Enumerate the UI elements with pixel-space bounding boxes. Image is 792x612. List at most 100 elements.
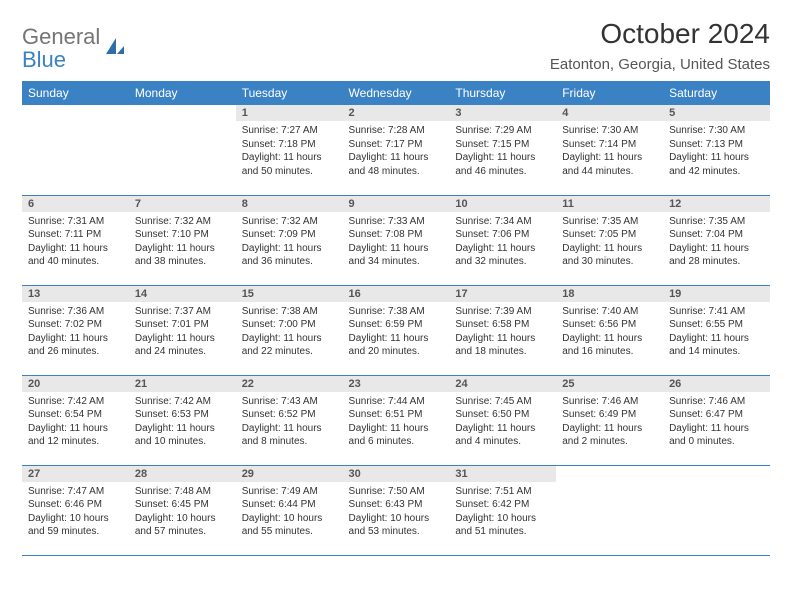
logo-line1: General xyxy=(22,24,100,49)
sunset-text: Sunset: 7:11 PM xyxy=(28,228,123,242)
day-details: Sunrise: 7:37 AMSunset: 7:01 PMDaylight:… xyxy=(129,302,236,365)
calendar: SundayMondayTuesdayWednesdayThursdayFrid… xyxy=(22,81,770,556)
sunrise-text: Sunrise: 7:29 AM xyxy=(455,124,550,138)
sunrise-text: Sunrise: 7:36 AM xyxy=(28,305,123,319)
daylight-text: Daylight: 11 hours xyxy=(242,151,337,165)
sunset-text: Sunset: 7:02 PM xyxy=(28,318,123,332)
sunrise-text: Sunrise: 7:33 AM xyxy=(349,215,444,229)
day-cell-14: 14Sunrise: 7:37 AMSunset: 7:01 PMDayligh… xyxy=(129,285,236,375)
day-details: Sunrise: 7:46 AMSunset: 6:49 PMDaylight:… xyxy=(556,392,663,455)
day-details: Sunrise: 7:30 AMSunset: 7:13 PMDaylight:… xyxy=(663,121,770,184)
sunrise-text: Sunrise: 7:39 AM xyxy=(455,305,550,319)
sunset-text: Sunset: 6:56 PM xyxy=(562,318,657,332)
day-details: Sunrise: 7:43 AMSunset: 6:52 PMDaylight:… xyxy=(236,392,343,455)
sunset-text: Sunset: 7:17 PM xyxy=(349,138,444,152)
day-details: Sunrise: 7:38 AMSunset: 6:59 PMDaylight:… xyxy=(343,302,450,365)
day-cell-22: 22Sunrise: 7:43 AMSunset: 6:52 PMDayligh… xyxy=(236,375,343,465)
day-cell-10: 10Sunrise: 7:34 AMSunset: 7:06 PMDayligh… xyxy=(449,195,556,285)
day-number: 24 xyxy=(449,376,556,392)
day-details: Sunrise: 7:33 AMSunset: 7:08 PMDaylight:… xyxy=(343,212,450,275)
day-cell-21: 21Sunrise: 7:42 AMSunset: 6:53 PMDayligh… xyxy=(129,375,236,465)
sunrise-text: Sunrise: 7:46 AM xyxy=(669,395,764,409)
weekday-friday: Friday xyxy=(556,81,663,105)
empty-cell xyxy=(663,465,770,555)
daylight-text: Daylight: 11 hours xyxy=(455,422,550,436)
daylight-text: Daylight: 11 hours xyxy=(242,332,337,346)
daylight-text: and 38 minutes. xyxy=(135,255,230,269)
sunrise-text: Sunrise: 7:46 AM xyxy=(562,395,657,409)
month-title: October 2024 xyxy=(550,18,770,50)
daylight-text: and 55 minutes. xyxy=(242,525,337,539)
day-cell-30: 30Sunrise: 7:50 AMSunset: 6:43 PMDayligh… xyxy=(343,465,450,555)
day-number: 14 xyxy=(129,286,236,302)
sunset-text: Sunset: 7:15 PM xyxy=(455,138,550,152)
sunrise-text: Sunrise: 7:49 AM xyxy=(242,485,337,499)
sunrise-text: Sunrise: 7:35 AM xyxy=(669,215,764,229)
daylight-text: Daylight: 10 hours xyxy=(455,512,550,526)
daylight-text: Daylight: 11 hours xyxy=(242,242,337,256)
day-number: 20 xyxy=(22,376,129,392)
day-details: Sunrise: 7:47 AMSunset: 6:46 PMDaylight:… xyxy=(22,482,129,545)
daylight-text: Daylight: 10 hours xyxy=(242,512,337,526)
sunset-text: Sunset: 7:00 PM xyxy=(242,318,337,332)
sunset-text: Sunset: 6:44 PM xyxy=(242,498,337,512)
day-number: 10 xyxy=(449,196,556,212)
sunset-text: Sunset: 6:50 PM xyxy=(455,408,550,422)
sunrise-text: Sunrise: 7:30 AM xyxy=(669,124,764,138)
sunset-text: Sunset: 7:01 PM xyxy=(135,318,230,332)
sunrise-text: Sunrise: 7:35 AM xyxy=(562,215,657,229)
sunset-text: Sunset: 7:18 PM xyxy=(242,138,337,152)
daylight-text: and 14 minutes. xyxy=(669,345,764,359)
day-cell-27: 27Sunrise: 7:47 AMSunset: 6:46 PMDayligh… xyxy=(22,465,129,555)
sunset-text: Sunset: 6:55 PM xyxy=(669,318,764,332)
daylight-text: and 48 minutes. xyxy=(349,165,444,179)
day-cell-3: 3Sunrise: 7:29 AMSunset: 7:15 PMDaylight… xyxy=(449,105,556,195)
sunrise-text: Sunrise: 7:31 AM xyxy=(28,215,123,229)
day-cell-16: 16Sunrise: 7:38 AMSunset: 6:59 PMDayligh… xyxy=(343,285,450,375)
daylight-text: Daylight: 11 hours xyxy=(28,332,123,346)
daylight-text: Daylight: 11 hours xyxy=(349,151,444,165)
day-number: 11 xyxy=(556,196,663,212)
weekday-sunday: Sunday xyxy=(22,81,129,105)
week-row: 1Sunrise: 7:27 AMSunset: 7:18 PMDaylight… xyxy=(22,105,770,195)
day-number: 7 xyxy=(129,196,236,212)
sunset-text: Sunset: 6:59 PM xyxy=(349,318,444,332)
week-row: 20Sunrise: 7:42 AMSunset: 6:54 PMDayligh… xyxy=(22,375,770,465)
daylight-text: and 24 minutes. xyxy=(135,345,230,359)
sunset-text: Sunset: 7:09 PM xyxy=(242,228,337,242)
empty-cell xyxy=(556,465,663,555)
sunset-text: Sunset: 6:49 PM xyxy=(562,408,657,422)
daylight-text: Daylight: 11 hours xyxy=(562,422,657,436)
day-details: Sunrise: 7:34 AMSunset: 7:06 PMDaylight:… xyxy=(449,212,556,275)
day-details: Sunrise: 7:29 AMSunset: 7:15 PMDaylight:… xyxy=(449,121,556,184)
daylight-text: and 28 minutes. xyxy=(669,255,764,269)
day-details: Sunrise: 7:49 AMSunset: 6:44 PMDaylight:… xyxy=(236,482,343,545)
sunset-text: Sunset: 7:14 PM xyxy=(562,138,657,152)
day-cell-28: 28Sunrise: 7:48 AMSunset: 6:45 PMDayligh… xyxy=(129,465,236,555)
day-number: 9 xyxy=(343,196,450,212)
day-cell-5: 5Sunrise: 7:30 AMSunset: 7:13 PMDaylight… xyxy=(663,105,770,195)
daylight-text: Daylight: 11 hours xyxy=(669,332,764,346)
day-details: Sunrise: 7:46 AMSunset: 6:47 PMDaylight:… xyxy=(663,392,770,455)
sunrise-text: Sunrise: 7:37 AM xyxy=(135,305,230,319)
day-cell-15: 15Sunrise: 7:38 AMSunset: 7:00 PMDayligh… xyxy=(236,285,343,375)
day-details: Sunrise: 7:31 AMSunset: 7:11 PMDaylight:… xyxy=(22,212,129,275)
day-number: 25 xyxy=(556,376,663,392)
day-cell-19: 19Sunrise: 7:41 AMSunset: 6:55 PMDayligh… xyxy=(663,285,770,375)
daylight-text: Daylight: 11 hours xyxy=(669,422,764,436)
day-details: Sunrise: 7:27 AMSunset: 7:18 PMDaylight:… xyxy=(236,121,343,184)
daylight-text: Daylight: 11 hours xyxy=(135,332,230,346)
daylight-text: and 53 minutes. xyxy=(349,525,444,539)
day-number: 4 xyxy=(556,105,663,121)
sunset-text: Sunset: 6:46 PM xyxy=(28,498,123,512)
daylight-text: and 16 minutes. xyxy=(562,345,657,359)
daylight-text: and 26 minutes. xyxy=(28,345,123,359)
day-number: 3 xyxy=(449,105,556,121)
daylight-text: Daylight: 10 hours xyxy=(135,512,230,526)
daylight-text: Daylight: 11 hours xyxy=(669,151,764,165)
sunrise-text: Sunrise: 7:40 AM xyxy=(562,305,657,319)
day-details: Sunrise: 7:38 AMSunset: 7:00 PMDaylight:… xyxy=(236,302,343,365)
day-number: 18 xyxy=(556,286,663,302)
day-cell-12: 12Sunrise: 7:35 AMSunset: 7:04 PMDayligh… xyxy=(663,195,770,285)
daylight-text: Daylight: 11 hours xyxy=(562,151,657,165)
